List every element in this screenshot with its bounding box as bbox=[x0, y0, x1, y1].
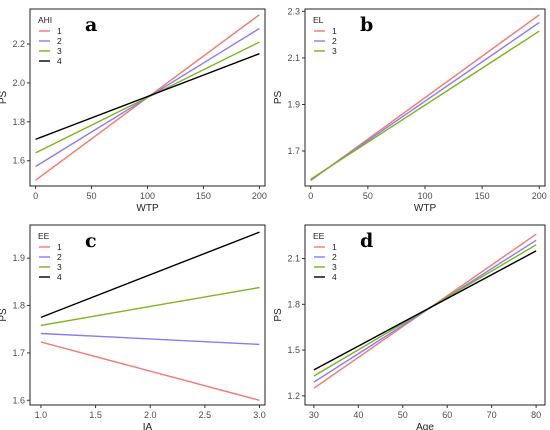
x-axis-label: WTP bbox=[136, 203, 159, 214]
x-tick-label: 100 bbox=[140, 191, 155, 201]
x-tick-label: 40 bbox=[353, 410, 363, 420]
x-tick-label: 30 bbox=[309, 410, 319, 420]
x-axis-label: IA bbox=[143, 422, 153, 430]
y-tick-label: 2.3 bbox=[287, 6, 300, 16]
series-line-2 bbox=[40, 332, 260, 346]
series-line-2 bbox=[310, 21, 540, 181]
x-tick-label: 60 bbox=[442, 410, 452, 420]
y-tick-label: 1.9 bbox=[287, 99, 300, 109]
y-tick-label: 1.7 bbox=[12, 348, 25, 358]
legend-title: EE bbox=[313, 231, 325, 241]
x-tick-label: 150 bbox=[196, 191, 211, 201]
y-tick-label: 2.2 bbox=[12, 39, 25, 49]
x-tick-label: 80 bbox=[531, 410, 541, 420]
y-axis-label: PS bbox=[273, 308, 284, 322]
x-tick-label: 150 bbox=[475, 191, 490, 201]
x-tick-label: 100 bbox=[417, 191, 432, 201]
y-tick-label: 2.1 bbox=[287, 254, 300, 264]
x-tick-label: 50 bbox=[363, 191, 373, 201]
x-tick-label: 2.5 bbox=[199, 410, 212, 420]
x-tick-label: 50 bbox=[87, 191, 97, 201]
legend-entry: 3 bbox=[57, 262, 62, 272]
y-tick-label: 1.5 bbox=[287, 345, 300, 355]
panel-letter: d bbox=[360, 230, 373, 252]
legend-title: EE bbox=[38, 231, 50, 241]
legend-entry: 1 bbox=[332, 242, 337, 252]
legend-entry: 2 bbox=[332, 252, 337, 262]
y-tick-label: 1.8 bbox=[12, 301, 25, 311]
panel-letter: a bbox=[85, 14, 97, 36]
y-axis-label: PS bbox=[0, 308, 9, 322]
legend-entry: 4 bbox=[332, 272, 337, 282]
series-line-4 bbox=[40, 231, 260, 319]
legend-entry: 1 bbox=[332, 26, 337, 36]
series-line-3 bbox=[310, 30, 540, 180]
panel-b: 0 50 100 150 200 1.7 1.9 2.1 2.3 WTP PS EL 123 b bbox=[273, 6, 547, 214]
legend-title: EL bbox=[313, 15, 324, 25]
legend-entry: 2 bbox=[57, 252, 62, 262]
x-tick-label: 1.5 bbox=[89, 410, 102, 420]
x-tick-label: 50 bbox=[398, 410, 408, 420]
y-tick-label: 1.2 bbox=[287, 391, 300, 401]
y-axis-label: PS bbox=[273, 91, 284, 105]
x-tick-label: 0 bbox=[33, 191, 38, 201]
series-line-3 bbox=[40, 286, 260, 327]
legend-entry: 1 bbox=[57, 242, 62, 252]
x-tick-label: 200 bbox=[532, 191, 547, 201]
y-tick-label: 2.0 bbox=[12, 78, 25, 88]
y-tick-label: 2.1 bbox=[287, 53, 300, 63]
plot-frame bbox=[29, 224, 266, 406]
series-line-1 bbox=[40, 341, 260, 401]
panel-letter: c bbox=[85, 230, 97, 252]
x-tick-label: 0 bbox=[308, 191, 313, 201]
series-line-4 bbox=[35, 53, 260, 140]
plot-frame bbox=[304, 224, 546, 406]
legend-entry: 2 bbox=[57, 36, 62, 46]
y-tick-label: 1.9 bbox=[12, 253, 25, 263]
y-tick-label: 1.8 bbox=[12, 117, 25, 127]
legend-entry: 3 bbox=[332, 262, 337, 272]
panel-letter: b bbox=[360, 14, 373, 36]
legend-entry: 1 bbox=[57, 26, 62, 36]
y-tick-label: 1.6 bbox=[12, 156, 25, 166]
series-line-4 bbox=[313, 250, 537, 371]
legend-entry: 3 bbox=[332, 46, 337, 56]
x-axis-label: WTP bbox=[414, 203, 437, 214]
x-tick-label: 70 bbox=[487, 410, 497, 420]
y-tick-label: 1.7 bbox=[287, 146, 300, 156]
x-tick-label: 1.0 bbox=[35, 410, 48, 420]
legend-entry: 2 bbox=[332, 36, 337, 46]
x-tick-label: 200 bbox=[252, 191, 267, 201]
series-line-3 bbox=[35, 41, 260, 154]
y-tick-label: 1.8 bbox=[287, 299, 300, 309]
legend-title: AHI bbox=[38, 15, 52, 25]
legend-entry: 3 bbox=[57, 46, 62, 56]
x-tick-label: 3.0 bbox=[253, 410, 266, 420]
x-axis-label: Age bbox=[416, 422, 434, 430]
x-tick-label: 2.0 bbox=[144, 410, 157, 420]
y-tick-label: 1.6 bbox=[12, 395, 25, 405]
y-axis-label: PS bbox=[0, 91, 9, 105]
legend-entry: 4 bbox=[57, 56, 62, 66]
legend-entry: 4 bbox=[57, 272, 62, 282]
